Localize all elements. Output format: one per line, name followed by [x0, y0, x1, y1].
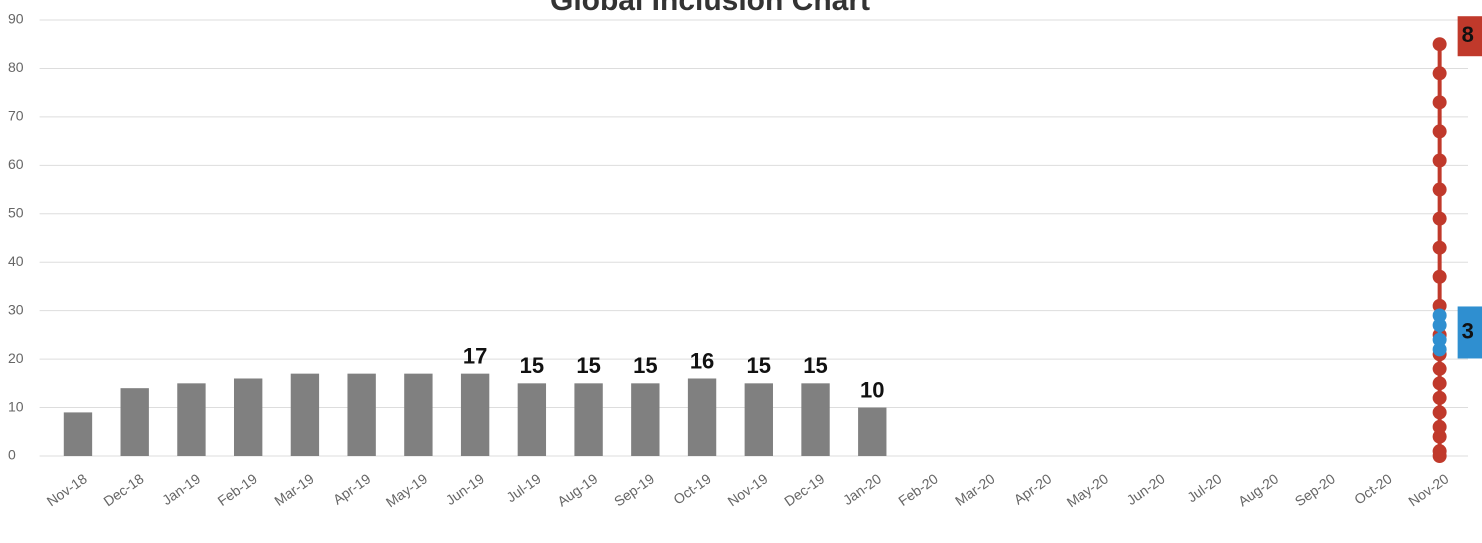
x-tick-label: Nov-19: [724, 470, 770, 509]
overlay-point: [1432, 444, 1447, 459]
overlay-point: [1432, 182, 1447, 197]
overlay-point: [1432, 95, 1447, 110]
overlay-point: [1432, 211, 1447, 226]
x-tick-label: Jul-19: [503, 470, 544, 505]
bar: [858, 407, 887, 456]
x-tick-label: Oct-20: [1351, 470, 1395, 507]
overlay-point: [1432, 405, 1447, 420]
y-tick-label: 10: [8, 398, 24, 414]
overlay-point: [1432, 298, 1447, 313]
x-tick-label: Sep-19: [611, 470, 657, 509]
y-tick-label: 0: [8, 447, 16, 463]
y-tick-label: 60: [8, 156, 24, 172]
x-tick-label: Mar-20: [952, 470, 998, 509]
x-tick-label: Jul-20: [1184, 470, 1225, 505]
x-tick-label: Apr-19: [330, 470, 374, 507]
x-tick-label: Aug-19: [554, 470, 600, 509]
bar: [404, 373, 433, 456]
y-tick-label: 40: [8, 253, 24, 269]
overlay-point: [1432, 342, 1447, 357]
bar: [120, 388, 149, 456]
bar: [347, 373, 376, 456]
bar: [631, 383, 660, 456]
overlay-label: 8: [1462, 22, 1474, 47]
overlay-point: [1432, 376, 1447, 391]
data-label: 15: [803, 353, 827, 378]
overlay-point: [1432, 153, 1447, 168]
bar: [290, 373, 320, 456]
data-label: 10: [860, 377, 884, 402]
x-tick-label: Aug-20: [1235, 470, 1281, 509]
x-tick-label: Oct-19: [670, 470, 714, 507]
data-label: 16: [690, 348, 714, 373]
overlay-point: [1432, 240, 1447, 255]
bar: [687, 378, 717, 456]
x-tick-label: Jan-20: [840, 470, 884, 508]
y-tick-label: 80: [8, 59, 24, 75]
x-tick-label: Nov-20: [1405, 470, 1451, 509]
overlay-point: [1432, 332, 1447, 347]
overlay-point: [1432, 318, 1447, 333]
data-label: 15: [747, 353, 771, 378]
y-tick-label: 20: [8, 350, 24, 366]
bar: [801, 383, 830, 456]
bar: [233, 378, 263, 456]
bar: [517, 383, 547, 456]
overlay-point: [1432, 390, 1447, 405]
x-tick-label: Mar-19: [271, 470, 317, 509]
x-tick-label: Sep-20: [1292, 470, 1338, 509]
overlay-point: [1432, 124, 1447, 139]
overlay-point: [1432, 308, 1447, 323]
bar: [177, 383, 206, 456]
x-tick-label: May-20: [1064, 470, 1112, 510]
data-label: 15: [576, 353, 600, 378]
overlay-point: [1432, 419, 1447, 434]
x-tick-label: Nov-18: [44, 470, 90, 509]
x-tick-label: Dec-18: [100, 470, 146, 509]
overlay-label-box: [1457, 16, 1482, 57]
x-tick-label: Jun-19: [443, 470, 487, 508]
overlay-point: [1432, 66, 1447, 81]
y-tick-label: 50: [8, 204, 24, 220]
bar: [574, 383, 603, 456]
overlay-point: [1432, 429, 1447, 444]
y-tick-label: 90: [8, 11, 24, 27]
data-label: 15: [633, 353, 657, 378]
bar: [460, 373, 490, 456]
bar: [744, 383, 773, 456]
data-label: 15: [520, 353, 544, 378]
overlay-label: 3: [1462, 318, 1474, 343]
x-tick-label: Jan-19: [159, 470, 203, 508]
x-tick-label: Apr-20: [1011, 470, 1055, 507]
y-tick-label: 70: [8, 108, 24, 124]
data-label: 17: [463, 343, 487, 368]
x-tick-label: Feb-19: [215, 470, 261, 509]
overlay-label-box: [1457, 306, 1482, 359]
overlay-point: [1432, 269, 1447, 284]
y-tick-label: 30: [8, 301, 24, 317]
x-tick-label: Feb-20: [895, 470, 941, 509]
x-tick-label: Dec-19: [781, 470, 827, 509]
x-tick-label: May-19: [383, 470, 431, 510]
overlay-point: [1432, 37, 1447, 52]
chart-title: Global Inclusion Chart: [550, 0, 870, 17]
x-tick-label: Jun-20: [1124, 470, 1168, 508]
overlay-point: [1432, 361, 1447, 376]
bar: [63, 412, 93, 456]
